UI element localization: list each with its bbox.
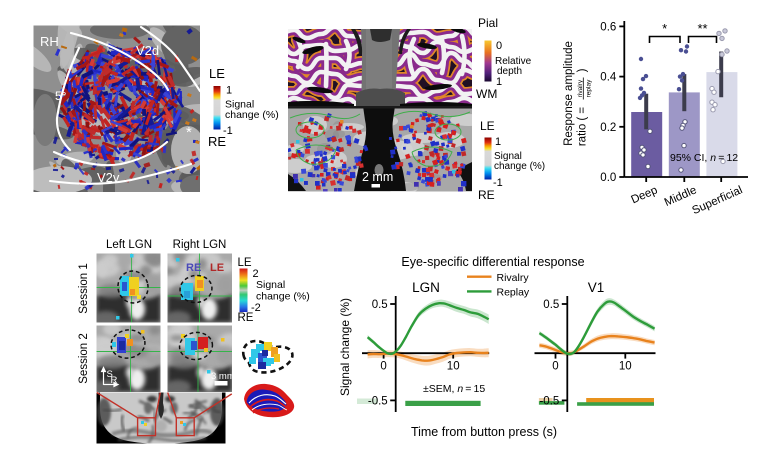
svg-text:-1: -1 — [223, 125, 233, 137]
svg-text:Signal: Signal — [256, 279, 285, 291]
svg-text:LGN: LGN — [412, 280, 440, 295]
svg-text:RH: RH — [40, 34, 59, 49]
svg-text:-2: -2 — [251, 302, 261, 314]
svg-text:V1: V1 — [588, 280, 605, 295]
svg-text:5°: 5° — [55, 89, 67, 103]
svg-text:change (%): change (%) — [494, 161, 545, 172]
svg-text:0.5: 0.5 — [372, 299, 388, 311]
svg-text:*: * — [662, 21, 667, 36]
svg-text:10: 10 — [447, 361, 460, 373]
svg-text:Right LGN: Right LGN — [173, 239, 227, 251]
svg-text:WM: WM — [476, 87, 497, 101]
svg-text:Deep: Deep — [629, 184, 659, 206]
svg-text:0.4: 0.4 — [600, 72, 617, 84]
svg-text:RE: RE — [238, 312, 254, 324]
svg-text:change (%): change (%) — [256, 291, 310, 303]
svg-text:-0.5: -0.5 — [539, 395, 559, 407]
svg-text:10: 10 — [619, 361, 632, 373]
svg-text:LE: LE — [210, 262, 224, 274]
svg-text:0.6: 0.6 — [600, 21, 616, 33]
svg-text:Left LGN: Left LGN — [106, 239, 152, 251]
svg-text:Time from button press (s): Time from button press (s) — [411, 425, 557, 439]
svg-text:Pial: Pial — [478, 16, 498, 30]
svg-text:Session 2: Session 2 — [78, 333, 90, 384]
svg-text:0.5: 0.5 — [543, 299, 559, 311]
svg-text:Signal change (%): Signal change (%) — [338, 298, 352, 396]
svg-text:R: R — [111, 375, 118, 386]
svg-text:0: 0 — [496, 40, 502, 52]
svg-text:1: 1 — [226, 85, 232, 97]
svg-text:1: 1 — [496, 76, 502, 88]
svg-text:Relative: Relative — [495, 56, 532, 67]
svg-text:2 mm: 2 mm — [362, 170, 393, 184]
svg-text:2: 2 — [253, 268, 259, 280]
svg-text:Signal: Signal — [494, 151, 522, 162]
svg-text:depth: depth — [497, 66, 522, 77]
svg-text:0.0: 0.0 — [600, 172, 616, 184]
svg-text:95% CI, n = 12: 95% CI, n = 12 — [670, 152, 738, 164]
svg-text:RE: RE — [186, 262, 201, 274]
svg-text:**: ** — [697, 21, 707, 36]
svg-text:replay: replay — [586, 79, 593, 97]
svg-text:Replay: Replay — [497, 287, 530, 299]
svg-text:LE: LE — [238, 257, 252, 269]
svg-text:*: * — [186, 124, 192, 141]
svg-text:LE: LE — [480, 119, 495, 133]
svg-text:change (%): change (%) — [225, 109, 279, 121]
svg-text:Eye-specific differential resp: Eye-specific differential response — [401, 255, 584, 269]
svg-text:Rivalry: Rivalry — [497, 272, 530, 284]
svg-text:-1: -1 — [493, 177, 503, 189]
svg-text:RE: RE — [478, 188, 495, 202]
svg-text:0: 0 — [552, 361, 558, 373]
svg-text:1: 1 — [495, 136, 501, 148]
svg-text:3 mm: 3 mm — [211, 371, 235, 382]
svg-text:): ) — [577, 68, 589, 72]
svg-text:-0.5: -0.5 — [368, 395, 388, 407]
svg-text:Signal: Signal — [225, 99, 254, 111]
svg-text:V2d: V2d — [136, 43, 159, 58]
svg-text:Session 1: Session 1 — [78, 263, 90, 314]
svg-text:rivalry: rivalry — [577, 79, 584, 97]
svg-text:Superficial: Superficial — [690, 184, 744, 217]
svg-text:V2v: V2v — [97, 170, 120, 185]
svg-text:RE: RE — [208, 134, 226, 149]
svg-text:ratio ( =: ratio ( = — [577, 107, 589, 147]
svg-text:Response amplitude: Response amplitude — [563, 41, 575, 146]
svg-text:±SEM, n = 15: ±SEM, n = 15 — [423, 383, 485, 395]
svg-text:S: S — [107, 369, 113, 380]
svg-text:0.2: 0.2 — [600, 122, 616, 134]
svg-text:0: 0 — [380, 361, 386, 373]
svg-text:LE: LE — [209, 66, 225, 81]
